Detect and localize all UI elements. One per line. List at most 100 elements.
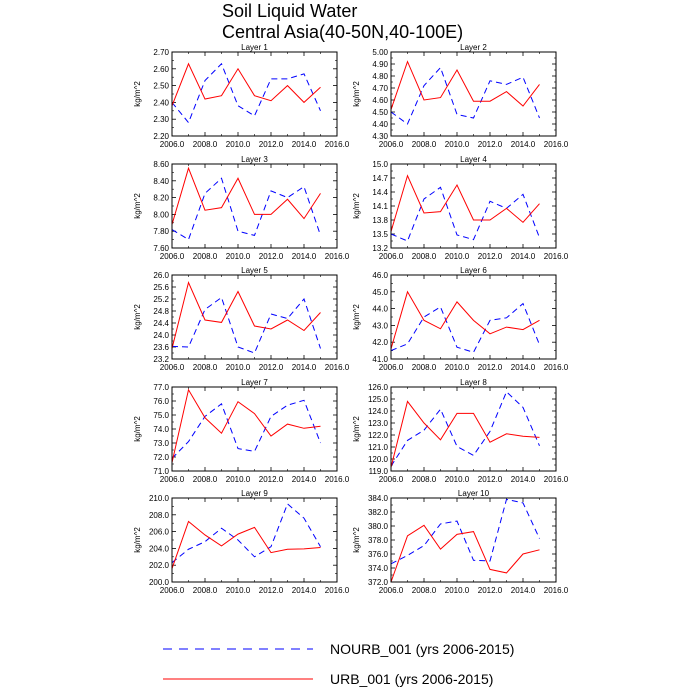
x-tick-label: 2006.0	[379, 586, 404, 595]
y-tick-label: 378.0	[368, 536, 389, 545]
x-tick-label: 2012.0	[259, 475, 284, 484]
y-tick-label: 13.2	[372, 244, 388, 253]
y-tick-label: 24.4	[153, 319, 169, 328]
plot-frame	[390, 51, 557, 137]
y-tick-label: 122.0	[368, 431, 389, 440]
plot-frame	[390, 163, 557, 249]
x-tick-label: 2016.0	[544, 140, 569, 149]
panel-title: Layer 9	[241, 489, 268, 498]
x-tick-label: 2016.0	[325, 252, 350, 261]
y-tick-label: 7.80	[153, 227, 169, 236]
y-tick-label: 2.30	[153, 115, 169, 124]
series-line-urb	[390, 400, 540, 468]
y-tick-label: 126.0	[368, 383, 389, 392]
x-tick-label: 2014.0	[292, 363, 317, 372]
y-axis-label: kg/m^2	[352, 193, 361, 219]
legend: NOURB_001 (yrs 2006-2015) URB_001 (yrs 2…	[163, 641, 514, 687]
x-tick-label: 2014.0	[511, 586, 536, 595]
y-tick-label: 75.0	[153, 411, 169, 420]
x-tick-label: 2016.0	[544, 586, 569, 595]
y-tick-label: 25.2	[153, 295, 169, 304]
panel-title: Layer 4	[460, 155, 487, 164]
y-tick-label: 42.0	[372, 338, 388, 347]
series-line-nourb	[390, 186, 540, 242]
x-tick-label: 2010.0	[445, 252, 470, 261]
series-line-urb	[171, 280, 321, 349]
y-tick-label: 4.30	[372, 132, 388, 141]
y-tick-label: 200.0	[149, 578, 170, 587]
y-tick-label: 374.0	[368, 564, 389, 573]
y-tick-label: 4.60	[372, 96, 388, 105]
y-axis-label: kg/m^2	[352, 304, 361, 330]
y-tick-label: 206.0	[149, 528, 170, 537]
plot-frame	[171, 497, 338, 583]
y-tick-label: 8.20	[153, 194, 169, 203]
series-line-urb	[390, 174, 540, 232]
x-tick-label: 2006.0	[379, 475, 404, 484]
x-tick-label: 2010.0	[226, 140, 251, 149]
y-tick-label: 124.0	[368, 407, 389, 416]
y-tick-label: 41.0	[372, 355, 388, 364]
y-tick-label: 2.20	[153, 132, 169, 141]
y-tick-label: 384.0	[368, 494, 389, 503]
series-line-urb	[171, 520, 321, 569]
series-line-nourb	[390, 390, 540, 467]
x-tick-label: 2010.0	[226, 252, 251, 261]
panel-layer-9: Layer 9 kg/m^2 2006.0 2008.0 2010.0 2012.0 201…	[133, 489, 350, 595]
y-axis-label: kg/m^2	[133, 416, 142, 442]
y-tick-label: 376.0	[368, 550, 389, 559]
x-tick-label: 2006.0	[379, 140, 404, 149]
x-tick-label: 2006.0	[160, 586, 185, 595]
series-line-nourb	[390, 302, 540, 353]
plot-frame	[390, 274, 557, 360]
x-tick-label: 2012.0	[259, 586, 284, 595]
y-tick-label: 372.0	[368, 578, 389, 587]
x-tick-label: 2008.0	[412, 363, 437, 372]
panel-title: Layer 3	[241, 155, 268, 164]
panel-title: Layer 1	[241, 43, 268, 52]
x-tick-label: 2008.0	[193, 252, 218, 261]
y-tick-label: 121.0	[368, 443, 389, 452]
x-tick-label: 2012.0	[478, 586, 503, 595]
panel-layer-8: Layer 8 kg/m^2 2006.0 2008.0 2010.0 2012.0 201…	[352, 378, 569, 484]
x-tick-label: 2014.0	[292, 252, 317, 261]
y-tick-label: 23.2	[153, 355, 169, 364]
x-tick-label: 2012.0	[259, 140, 284, 149]
x-tick-label: 2016.0	[544, 475, 569, 484]
y-axis-label: kg/m^2	[133, 304, 142, 330]
y-tick-label: 14.4	[372, 188, 388, 197]
plot-frame	[390, 386, 557, 472]
x-tick-label: 2006.0	[160, 363, 185, 372]
x-tick-label: 2010.0	[445, 140, 470, 149]
panel-title: Layer 6	[460, 266, 487, 275]
x-tick-label: 2010.0	[445, 475, 470, 484]
x-tick-label: 2012.0	[478, 363, 503, 372]
y-tick-label: 8.40	[153, 177, 169, 186]
y-tick-label: 24.0	[153, 331, 169, 340]
x-tick-label: 2006.0	[160, 252, 185, 261]
plot-frame	[171, 274, 338, 360]
series-line-nourb	[390, 66, 540, 125]
x-tick-label: 2012.0	[478, 475, 503, 484]
panel-layer-7: Layer 7 kg/m^2 2006.0 2008.0 2010.0 2012.0 201…	[133, 378, 350, 484]
x-tick-label: 2012.0	[259, 363, 284, 372]
x-tick-label: 2014.0	[511, 363, 536, 372]
plot-frame	[171, 51, 338, 137]
y-tick-label: 71.0	[153, 467, 169, 476]
y-tick-label: 210.0	[149, 494, 170, 503]
x-tick-label: 2010.0	[226, 586, 251, 595]
panel-title: Layer 10	[458, 489, 490, 498]
y-tick-label: 123.0	[368, 419, 389, 428]
y-tick-label: 380.0	[368, 522, 389, 531]
x-tick-label: 2016.0	[325, 586, 350, 595]
x-tick-label: 2008.0	[412, 252, 437, 261]
y-tick-label: 4.70	[372, 84, 388, 93]
panel-layer-5: Layer 5 kg/m^2 2006.0 2008.0 2010.0 2012.0 201…	[133, 266, 350, 372]
panel-title: Layer 5	[241, 266, 268, 275]
panel-layer-6: Layer 6 kg/m^2 2006.0 2008.0 2010.0 2012.0 201…	[352, 266, 569, 372]
y-tick-label: 74.0	[153, 425, 169, 434]
y-tick-label: 7.60	[153, 244, 169, 253]
x-tick-label: 2016.0	[325, 475, 350, 484]
y-tick-label: 13.5	[372, 230, 388, 239]
series-line-nourb	[390, 498, 540, 565]
